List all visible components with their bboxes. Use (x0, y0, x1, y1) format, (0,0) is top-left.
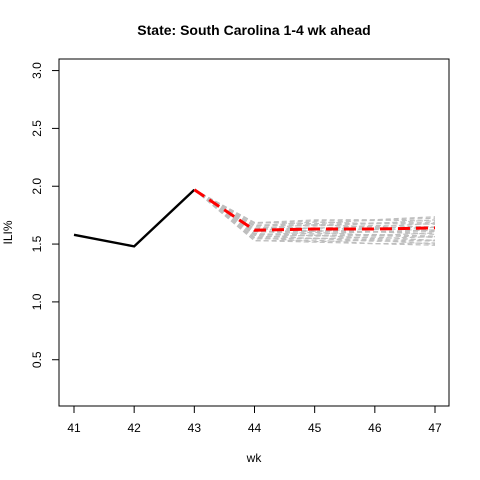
x-axis: 41 42 43 44 45 46 47 (67, 406, 442, 435)
forecast-samples (193, 189, 436, 246)
y-axis-label: ILI% (1, 220, 15, 244)
forecast-sample-line (194, 189, 436, 227)
y-tick-label: 2.0 (30, 178, 44, 195)
y-tick-label: 1.0 (30, 293, 44, 310)
forecast-sample-line (194, 189, 436, 225)
forecast-sample-line (194, 189, 436, 227)
x-tick-label: 44 (248, 421, 262, 435)
x-tick-label: 46 (368, 421, 382, 435)
forecast-sample-line (193, 189, 436, 240)
forecast-sample-line (193, 189, 436, 245)
observed-series-line (73, 188, 196, 248)
x-tick-label: 42 (127, 421, 141, 435)
forecast-sample-line (194, 189, 436, 224)
x-tick-label: 43 (188, 421, 202, 435)
chart-title: State: South Carolina 1-4 wk ahead (137, 22, 370, 38)
x-tick-label: 45 (308, 421, 322, 435)
forecast-sample-line (193, 189, 436, 237)
series-lines (73, 188, 436, 248)
forecast-mean-line (193, 188, 436, 232)
x-tick-label: 47 (428, 421, 442, 435)
y-tick-label: 3.0 (30, 62, 44, 79)
y-tick-label: 1.5 (30, 235, 44, 252)
forecast-sample-line (193, 189, 436, 233)
y-tick-label: 2.5 (30, 120, 44, 137)
y-axis: 0.5 1.0 1.5 2.0 2.5 3.0 (30, 62, 59, 368)
x-axis-label: wk (246, 451, 263, 465)
y-tick-label: 0.5 (30, 351, 44, 368)
forecast-sample-line (194, 189, 436, 232)
x-tick-label: 41 (67, 421, 81, 435)
forecast-sample-line (193, 189, 436, 236)
forecast-sample-line (194, 189, 436, 224)
